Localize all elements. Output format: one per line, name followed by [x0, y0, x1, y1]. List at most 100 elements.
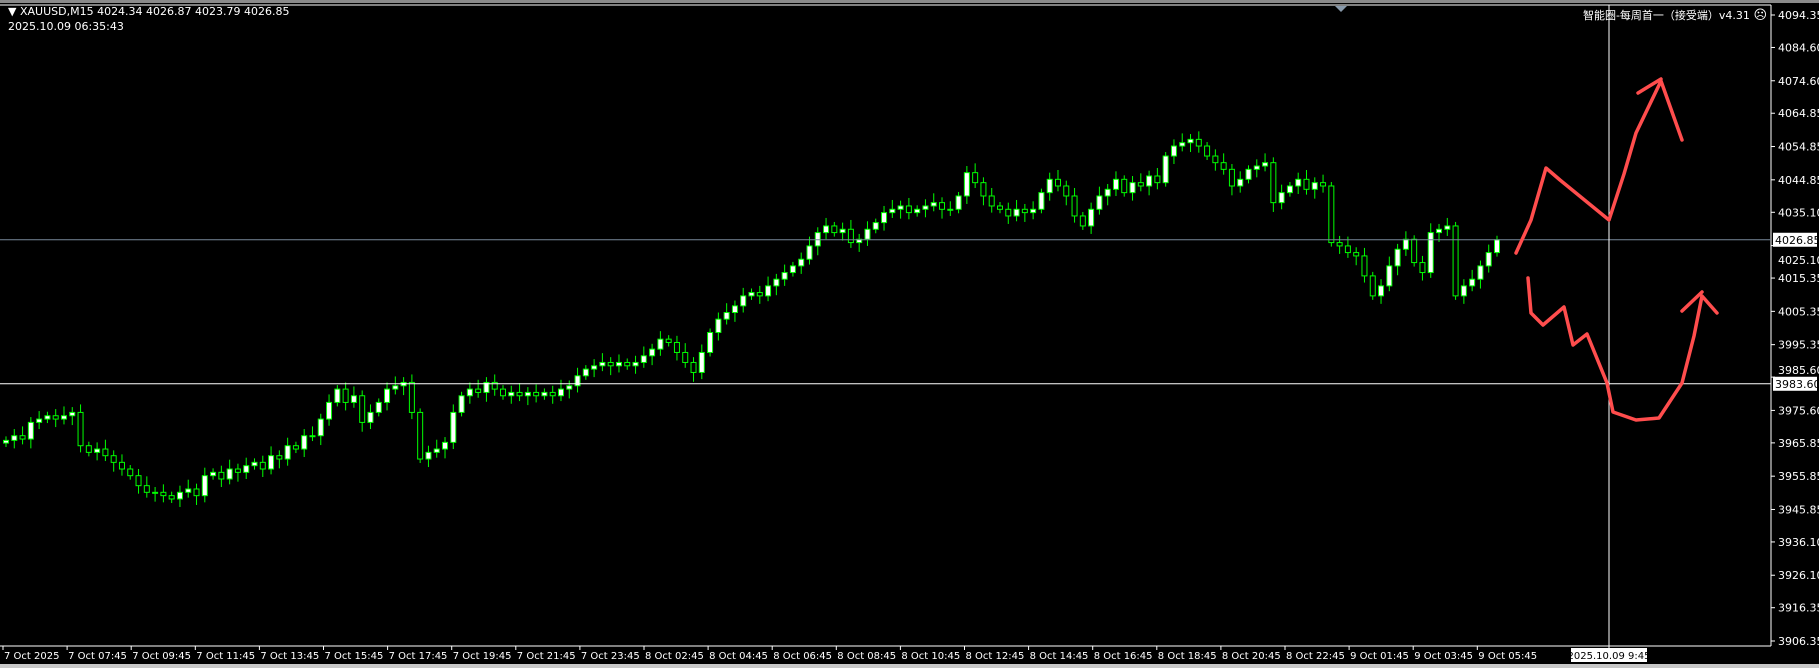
collapse-triangle-icon[interactable]: ▼ [8, 5, 17, 18]
candle-body [1485, 252, 1492, 267]
candle-body [1195, 138, 1202, 147]
candle-body [102, 448, 109, 457]
candle-body [1427, 232, 1434, 274]
candle [11, 429, 18, 449]
time-tick-label: 8 Oct 04:45 [709, 651, 768, 662]
candle [698, 344, 705, 380]
candle-body [458, 395, 465, 413]
candle [516, 383, 523, 402]
candle-body [1220, 162, 1227, 170]
candle-body [1104, 188, 1111, 197]
sad-face-icon[interactable]: ☹ [1753, 8, 1767, 23]
candle-body [1394, 248, 1401, 267]
candle-body [392, 385, 399, 390]
time-tick-label: 7 Oct 15:45 [325, 651, 384, 662]
candle-body [201, 475, 208, 497]
candle-body [1204, 145, 1211, 157]
window-top-border [0, 0, 1819, 3]
candle [1121, 175, 1128, 197]
candle-body [334, 388, 341, 403]
candle-body [557, 388, 564, 397]
candle-body [375, 401, 382, 413]
candle-body [574, 375, 581, 387]
time-tick-label: 7 Oct 09:45 [132, 651, 191, 662]
candle-body [500, 388, 506, 397]
candle-body [549, 391, 556, 397]
candle [483, 377, 490, 402]
time-tick-label: 8 Oct 12:45 [966, 651, 1025, 662]
price-tick-label: 3975.60 [1778, 404, 1819, 417]
candle-body [773, 278, 780, 287]
candle [781, 264, 788, 286]
candle-body [632, 361, 639, 367]
bid-price-label-box [1773, 232, 1817, 247]
candle-body [665, 338, 672, 343]
candle-body [1469, 278, 1476, 287]
candle-body [350, 395, 357, 403]
candle [458, 391, 465, 417]
time-tick-label: 7 Oct 07:45 [68, 651, 127, 662]
candle-body [185, 488, 192, 493]
price-axis[interactable]: 4094.35 4084.60 4074.60 4064.85 4054.85 4044.… [1771, 9, 1819, 648]
time-tick-label: 8 Oct 20:45 [1222, 651, 1281, 662]
time-tick-label: 9 Oct 03:45 [1414, 651, 1473, 662]
candle [657, 331, 664, 356]
candle [251, 458, 258, 470]
candle-body [1096, 195, 1103, 210]
symbol-info[interactable]: ▼ XAUUSD,M15 4024.34 4026.87 4023.79 402… [8, 5, 290, 18]
candle [1137, 173, 1144, 192]
candle-body [715, 318, 722, 333]
candle-body [839, 228, 846, 234]
time-tick-label: 8 Oct 10:45 [901, 651, 960, 662]
candle [872, 218, 879, 234]
candle-body [988, 195, 995, 207]
candle [599, 353, 606, 372]
candle [1286, 181, 1293, 197]
price-tick-label: 3926.10 [1778, 569, 1819, 582]
candle [110, 450, 117, 472]
candle [557, 379, 564, 402]
candle-body [284, 445, 291, 460]
candle [127, 465, 134, 480]
time-tick-label: 8 Oct 14:45 [1030, 651, 1089, 662]
candle-body [789, 265, 796, 274]
candle [350, 386, 357, 408]
candle-body [1179, 142, 1186, 147]
candle-body [649, 348, 656, 357]
candle-body [1278, 192, 1285, 204]
candle-body [1187, 138, 1194, 144]
candle [1436, 223, 1443, 242]
time-axis[interactable]: 7 Oct 2025 7 Oct 07:45 7 Oct 09:45 7 Oct 11… [2, 646, 1650, 662]
candle [997, 201, 1003, 214]
candle-body [176, 491, 183, 500]
indicator-name: 智能圈-每周首一（接受端）v4.31 [1582, 9, 1750, 22]
candle-body [591, 365, 598, 370]
candle-body [997, 205, 1003, 210]
candle-body [483, 381, 490, 393]
candle [359, 390, 366, 432]
candle [210, 468, 217, 480]
candle-body [798, 258, 805, 267]
candle-body [168, 495, 175, 500]
time-tick-label: 8 Oct 16:45 [1094, 651, 1153, 662]
candle-body [972, 172, 979, 184]
candle-body [226, 468, 233, 480]
candle-body [44, 415, 51, 420]
candle-body [466, 388, 473, 397]
candle [930, 193, 937, 212]
candle-body [94, 448, 101, 453]
candle [160, 484, 167, 503]
candle [1253, 159, 1260, 178]
indicator-label: 智能圈-每周首一（接受端）v4.31 ☹ [1583, 7, 1767, 23]
candle [85, 441, 92, 457]
candle-body [1336, 242, 1343, 247]
candle [814, 227, 821, 256]
price-tick-label: 4084.60 [1778, 41, 1819, 54]
candle [1386, 256, 1393, 292]
candle-body [491, 381, 498, 390]
candle [69, 407, 76, 426]
candle [1378, 279, 1385, 304]
candle-body [508, 391, 515, 397]
chart-shift-marker-icon[interactable] [1335, 6, 1347, 12]
